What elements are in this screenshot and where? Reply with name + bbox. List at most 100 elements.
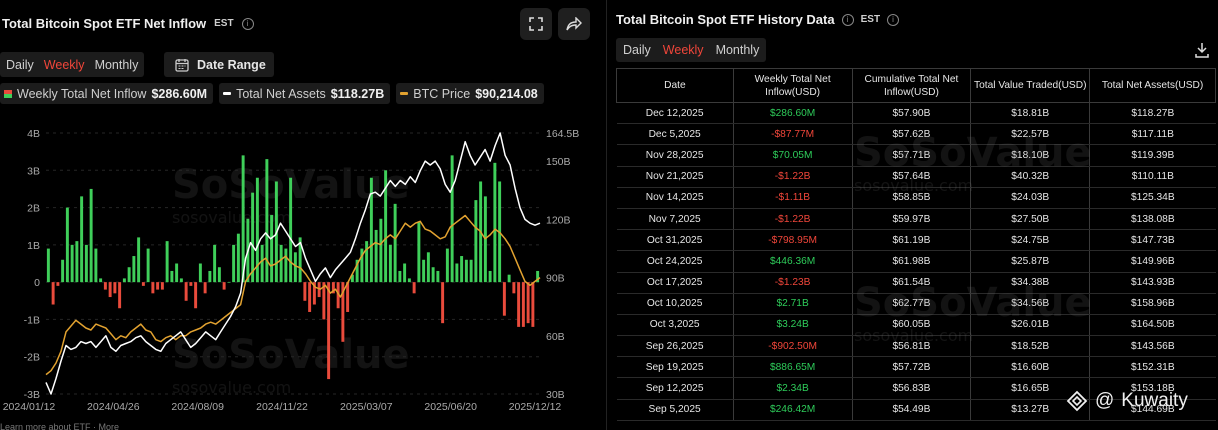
inflow-bar: [132, 256, 136, 283]
right-tick-label: 90B: [546, 273, 565, 285]
date-cell: Nov 28,2025: [616, 144, 734, 167]
table-row: Sep 5,2025 $246.42M $54.49B $13.27B $144.69B: [616, 399, 1216, 421]
inflow-bar: [61, 259, 65, 283]
inflow-bar: [46, 248, 50, 283]
column-header[interactable]: Date: [616, 68, 734, 103]
cumulative-inflow-cell: $60.05B: [851, 314, 971, 337]
inflow-bar: [156, 282, 160, 290]
kuwaity-brand: Kuwaity: [1121, 390, 1188, 411]
value-traded-cell: $34.56B: [970, 293, 1090, 315]
date-cell: Sep 26,2025: [616, 335, 734, 358]
x-tick-label: 2024/11/22: [256, 401, 308, 413]
right-tick-label: 120B: [546, 214, 571, 226]
inflow-bar: [517, 282, 521, 327]
info-icon[interactable]: i: [241, 17, 254, 30]
legend-btc-price[interactable]: BTC Price $90,214.08: [396, 83, 544, 104]
inflow-bar: [355, 259, 359, 283]
inflow-bar: [70, 244, 74, 283]
inflow-bar: [213, 244, 217, 283]
inflow-bar: [170, 270, 174, 283]
right-panel: Total Bitcoin Spot ETF History Data i ES…: [606, 0, 1218, 430]
table-row: Oct 3,2025 $3.24B $60.05B $26.01B $164.50B: [616, 314, 1216, 337]
cumulative-inflow-cell: $61.54B: [851, 272, 971, 294]
net-assets-cell: $158.96B: [1089, 293, 1216, 315]
fullscreen-button[interactable]: [520, 8, 552, 40]
interval-tabs: Daily Weekly Monthly: [0, 52, 145, 77]
legend-label: Weekly Total Net Inflow: [17, 86, 147, 101]
share-button[interactable]: [558, 8, 590, 40]
download-icon[interactable]: [1194, 42, 1210, 58]
value-traded-cell: $27.50B: [970, 208, 1090, 231]
total-net-assets-line: [45, 132, 541, 395]
value-traded-cell: $18.10B: [970, 144, 1090, 167]
column-header[interactable]: Cumulative Total Net Inflow(USD): [851, 68, 972, 103]
tab-weekly[interactable]: Weekly: [43, 57, 85, 72]
inflow-bar: [122, 278, 126, 283]
inflow-bar: [293, 252, 297, 283]
legend-label: Total Net Assets: [236, 86, 326, 101]
inflow-bar: [146, 248, 150, 283]
inflow-bar: [151, 282, 155, 294]
table-row: Oct 24,2025 $446.36M $61.98B $25.87B $149.96…: [616, 250, 1216, 273]
net-assets-cell: $138.08B: [1089, 208, 1216, 231]
cumulative-inflow-cell: $57.64B: [851, 166, 971, 188]
value-traded-cell: $24.75B: [970, 229, 1090, 252]
inflow-bar: [179, 278, 183, 283]
date-cell: Sep 19,2025: [616, 356, 734, 379]
info-icon[interactable]: i: [841, 13, 854, 26]
inflow-bar: [84, 244, 88, 283]
info-icon[interactable]: i: [887, 13, 900, 26]
table-row: Nov 21,2025 -$1.22B $57.64B $40.32B $110.11B: [616, 166, 1216, 188]
tab-monthly[interactable]: Monthly: [715, 43, 760, 57]
expand-icon: [529, 17, 543, 31]
inflow-bar: [441, 282, 445, 324]
inflow-bar: [194, 282, 198, 309]
date-range-button[interactable]: Date Range: [164, 52, 274, 77]
table-title: Total Bitcoin Spot ETF History Data: [616, 12, 835, 27]
inflow-bar: [118, 282, 122, 309]
net-assets-cell: $144.69B: [1089, 399, 1216, 421]
cumulative-inflow-cell: $54.49B: [851, 399, 971, 421]
table-body: Dec 12,2025 $286.60M $57.90B $18.81B $118.27…: [616, 102, 1216, 421]
x-tick-label: 2025/03/07: [340, 401, 393, 413]
inflow-bar: [198, 263, 202, 283]
left-tick-label: 4B: [27, 128, 40, 140]
column-header[interactable]: Weekly Total Net Inflow(USD): [732, 68, 853, 103]
tab-daily[interactable]: Daily: [623, 43, 651, 57]
inflow-bar: [255, 177, 259, 283]
x-tick-label: 2024/08/09: [171, 401, 224, 413]
net-assets-cell: $118.27B: [1089, 102, 1216, 125]
inflow-bar: [341, 282, 345, 342]
value-traded-cell: $16.65B: [970, 377, 1090, 400]
left-tick-label: 0: [34, 277, 40, 289]
table-row: Nov 7,2025 -$1.22B $59.97B $27.50B $138.08B: [616, 208, 1216, 231]
calendar-icon: [175, 58, 189, 72]
x-tick-label: 2025/12/12: [509, 401, 562, 413]
net-assets-cell: $117.11B: [1089, 123, 1216, 146]
inflow-bar: [407, 278, 411, 283]
cumulative-inflow-cell: $56.81B: [851, 335, 971, 358]
tab-monthly[interactable]: Monthly: [94, 57, 139, 72]
inflow-bar: [384, 170, 388, 283]
inflow-bar: [260, 244, 264, 283]
cumulative-inflow-cell: $61.19B: [851, 229, 971, 252]
legend-weekly-inflow[interactable]: Weekly Total Net Inflow $286.60M: [0, 83, 214, 104]
inflow-bar: [422, 259, 426, 283]
cumulative-inflow-cell: $57.90B: [851, 102, 971, 125]
column-header[interactable]: Total Value Traded(USD): [970, 68, 1091, 103]
weekly-inflow-cell: $886.65M: [732, 356, 853, 379]
kuwaity-at: @: [1095, 390, 1115, 411]
inflow-bar: [436, 270, 440, 283]
legend-total-net-assets[interactable]: Total Net Assets $118.27B: [219, 83, 391, 104]
tab-daily[interactable]: Daily: [6, 57, 34, 72]
column-header[interactable]: Total Net Assets(USD): [1089, 68, 1216, 103]
inflow-bar: [289, 177, 293, 283]
panel-divider: [606, 0, 607, 430]
tab-weekly[interactable]: Weekly: [662, 43, 704, 57]
inflow-bar: [312, 282, 316, 305]
legend-value: $286.60M: [151, 86, 208, 101]
cumulative-inflow-cell: $62.77B: [851, 293, 971, 315]
weekly-inflow-cell: $2.34B: [732, 377, 853, 400]
weekly-inflow-cell: -$1.22B: [732, 166, 853, 188]
inflow-bar: [75, 241, 79, 283]
